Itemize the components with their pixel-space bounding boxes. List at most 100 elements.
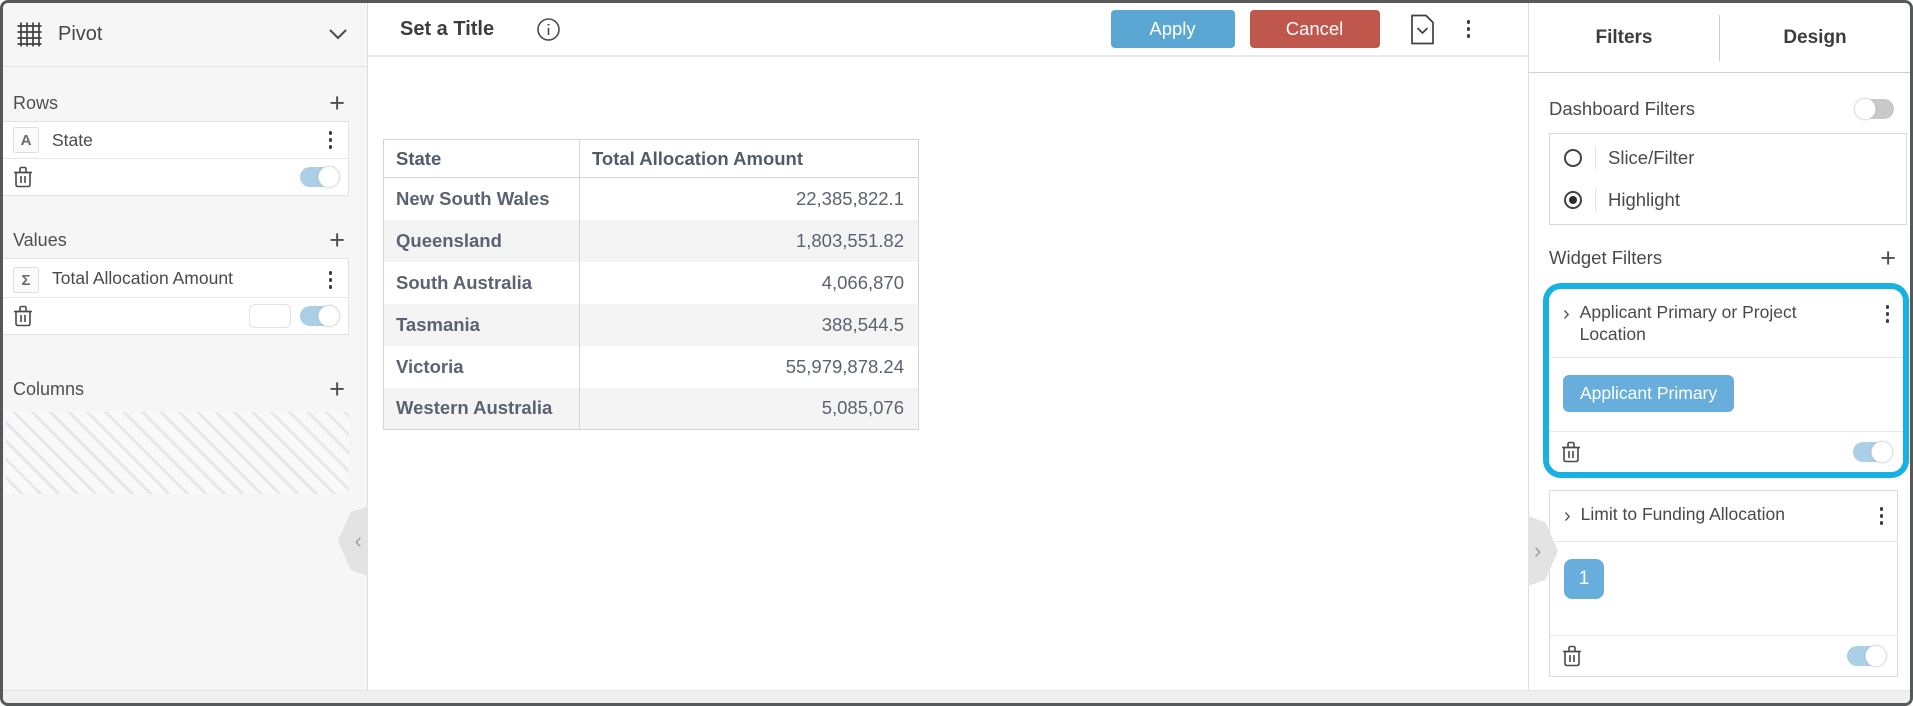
filter-menu-icon[interactable] bbox=[1874, 503, 1890, 529]
export-report-icon[interactable] bbox=[1410, 14, 1435, 45]
toolbar-menu-icon[interactable] bbox=[1461, 16, 1477, 42]
panel-tabs: Filters Design bbox=[1529, 3, 1910, 73]
rows-section-header: Rows + bbox=[3, 85, 367, 121]
radio-separator bbox=[1595, 147, 1596, 169]
dashboard-filters-label: Dashboard Filters bbox=[1549, 98, 1696, 119]
columns-empty-dropzone[interactable] bbox=[6, 412, 349, 494]
add-value-field-icon[interactable]: + bbox=[329, 225, 345, 255]
values-field-toggle[interactable] bbox=[300, 305, 340, 327]
values-field-label: Total Allocation Amount bbox=[52, 268, 233, 288]
values-field-card: Σ Total Allocation Amount bbox=[3, 258, 349, 335]
chevron-left-icon: ‹ bbox=[354, 528, 362, 553]
pivot-col-header-state: State bbox=[383, 139, 580, 178]
amount-cell: 1,803,551.82 bbox=[579, 219, 919, 262]
filter-mode-box: Slice/Filter Highlight bbox=[1549, 133, 1907, 225]
filter-enabled-toggle[interactable] bbox=[1853, 441, 1893, 463]
values-field-item[interactable]: Σ Total Allocation Amount bbox=[3, 259, 348, 297]
radio-unselected-icon[interactable] bbox=[1564, 149, 1582, 167]
info-icon[interactable] bbox=[536, 17, 561, 42]
add-widget-filter-icon[interactable]: + bbox=[1880, 243, 1896, 273]
rows-field-item[interactable]: A State bbox=[3, 122, 348, 158]
table-row: Western Australia 5,085,076 bbox=[383, 387, 919, 430]
table-row: Tasmania 388,544.5 bbox=[383, 303, 919, 346]
pivot-table: State Total Allocation Amount New South … bbox=[383, 139, 919, 430]
filter-menu-icon[interactable] bbox=[1880, 301, 1896, 345]
state-cell: Western Australia bbox=[383, 387, 580, 430]
filter-card-header: › Limit to Funding Allocation bbox=[1550, 491, 1897, 541]
widget-filter-card: › Applicant Primary or Project Location … bbox=[1549, 289, 1903, 472]
add-row-field-icon[interactable]: + bbox=[329, 88, 345, 118]
state-cell: South Australia bbox=[396, 271, 533, 293]
chevron-right-icon: › bbox=[1534, 538, 1542, 563]
filter-value-chip[interactable]: 1 bbox=[1564, 558, 1604, 599]
widget-type-header[interactable]: Pivot bbox=[3, 3, 367, 67]
values-field-footer bbox=[3, 297, 348, 334]
rows-field-label: State bbox=[52, 130, 93, 150]
filter-card-footer bbox=[1550, 634, 1897, 676]
amount-cell: 55,979,878.24 bbox=[579, 345, 919, 388]
widget-filter-card: › Limit to Funding Allocation 1 bbox=[1549, 490, 1898, 677]
filter-value-chip[interactable]: Applicant Primary bbox=[1563, 375, 1735, 412]
pivot-header-row: State Total Allocation Amount bbox=[383, 139, 919, 178]
state-cell: Victoria bbox=[396, 355, 464, 377]
filter-card-body: 1 bbox=[1550, 540, 1897, 635]
filter-enabled-toggle[interactable] bbox=[1847, 644, 1887, 667]
amount-cell: 388,544.5 bbox=[579, 303, 919, 346]
trash-icon[interactable] bbox=[1561, 441, 1581, 463]
slice-filter-label: Slice/Filter bbox=[1608, 147, 1695, 168]
expand-chevron-icon[interactable]: › bbox=[1563, 303, 1570, 325]
highlight-label: Highlight bbox=[1608, 189, 1680, 210]
amount-cell: 22,385,822.1 bbox=[579, 177, 919, 220]
sigma-icon: Σ bbox=[13, 267, 39, 293]
radio-separator bbox=[1595, 189, 1596, 211]
widget-filters-label: Widget Filters bbox=[1549, 247, 1663, 268]
trash-icon[interactable] bbox=[1562, 645, 1582, 667]
widget-filters-row: Widget Filters + bbox=[1549, 241, 1896, 275]
filter-card-footer bbox=[1549, 431, 1903, 472]
widget-type-label: Pivot bbox=[58, 23, 103, 45]
expand-chevron-icon[interactable]: › bbox=[1564, 505, 1571, 527]
filter-title: Applicant Primary or Project Location bbox=[1579, 302, 1797, 344]
amount-cell: 5,085,076 bbox=[579, 387, 919, 430]
state-cell: Tasmania bbox=[383, 303, 580, 346]
widget-title-placeholder[interactable]: Set a Title bbox=[400, 17, 495, 40]
apply-button[interactable]: Apply bbox=[1110, 10, 1235, 48]
rows-field-menu-icon[interactable] bbox=[323, 127, 339, 153]
values-section-header: Values + bbox=[3, 222, 367, 258]
table-row: Queensland 1,803,551.82 bbox=[383, 219, 919, 262]
highlighted-filter-ring: › Applicant Primary or Project Location … bbox=[1543, 283, 1909, 478]
widget-preview-panel: Set a Title Apply Cancel State Total bbox=[368, 3, 1528, 690]
cancel-button[interactable]: Cancel bbox=[1249, 10, 1380, 48]
trash-icon[interactable] bbox=[13, 305, 33, 327]
rows-field-toggle[interactable] bbox=[300, 166, 340, 188]
columns-label: Columns bbox=[13, 378, 85, 399]
filter-mode-slice[interactable]: Slice/Filter bbox=[1550, 137, 1906, 179]
chevron-down-icon[interactable] bbox=[329, 29, 347, 40]
filter-card-body: Applicant Primary bbox=[1549, 357, 1903, 431]
filter-mode-highlight[interactable]: Highlight bbox=[1550, 179, 1906, 221]
data-panel: Pivot Rows + A State bbox=[3, 3, 368, 690]
state-cell: Queensland bbox=[383, 219, 580, 262]
table-row: New South Wales 22,385,822.1 bbox=[384, 177, 919, 220]
trash-icon[interactable] bbox=[13, 166, 33, 188]
values-field-menu-icon[interactable] bbox=[323, 267, 339, 293]
values-label: Values bbox=[13, 229, 67, 250]
editor-toolbar: Set a Title Apply Cancel bbox=[368, 3, 1528, 57]
radio-selected-icon[interactable] bbox=[1564, 191, 1582, 209]
value-color-swatch[interactable] bbox=[249, 304, 291, 328]
dashboard-filters-toggle[interactable] bbox=[1854, 98, 1894, 120]
tab-separator bbox=[1719, 14, 1720, 61]
filters-design-panel: Filters Design Dashboard Filters Slice/F… bbox=[1528, 3, 1910, 690]
tab-design[interactable]: Design bbox=[1783, 26, 1847, 48]
bottom-status-bar bbox=[3, 690, 1910, 703]
add-column-field-icon[interactable]: + bbox=[329, 374, 345, 404]
rows-field-footer bbox=[3, 158, 348, 195]
rows-field-card: A State bbox=[3, 121, 349, 196]
state-cell: New South Wales bbox=[396, 187, 550, 209]
pivot-grid-icon bbox=[16, 21, 43, 48]
text-field-icon: A bbox=[13, 127, 39, 153]
tab-filters[interactable]: Filters bbox=[1595, 26, 1653, 48]
columns-section-header: Columns + bbox=[3, 371, 367, 407]
table-row: South Australia 4,066,870 bbox=[384, 261, 919, 304]
